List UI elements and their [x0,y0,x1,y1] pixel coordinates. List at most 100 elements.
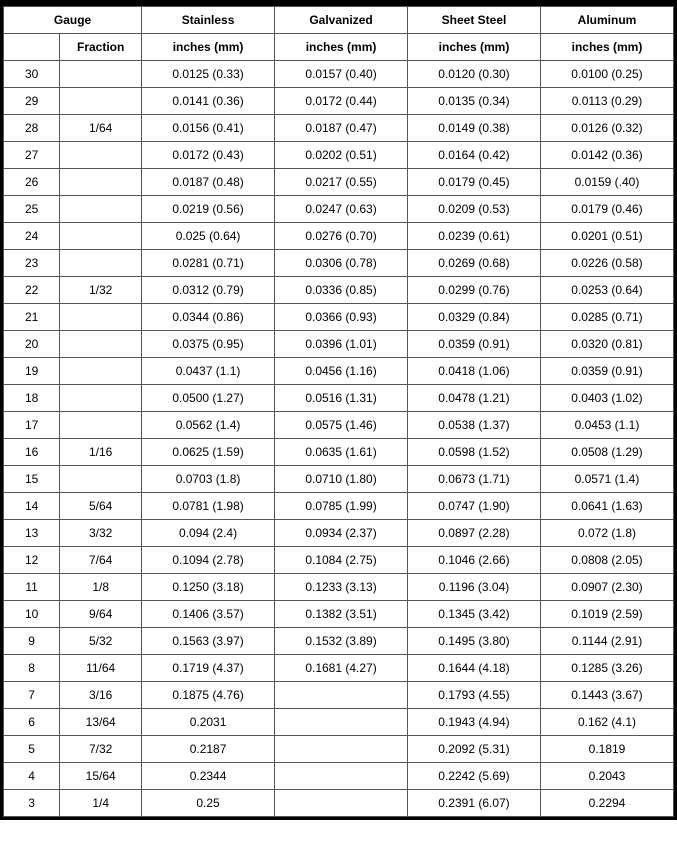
table-row: 161/160.0625 (1.59)0.0635 (1.61)0.0598 (… [4,439,674,466]
cell-stainless: 0.2187 [142,736,275,763]
table-row: 170.0562 (1.4)0.0575 (1.46)0.0538 (1.37)… [4,412,674,439]
cell-fraction [60,385,142,412]
cell-gauge: 9 [4,628,60,655]
cell-sheet_steel: 0.0299 (0.76) [408,277,541,304]
cell-fraction: 1/4 [60,790,142,817]
cell-gauge: 3 [4,790,60,817]
cell-galvanized: 0.1532 (3.89) [275,628,408,655]
cell-stainless: 0.0172 (0.43) [142,142,275,169]
cell-sheet_steel: 0.0897 (2.28) [408,520,541,547]
table-body: 300.0125 (0.33)0.0157 (0.40)0.0120 (0.30… [4,61,674,817]
cell-stainless: 0.0125 (0.33) [142,61,275,88]
cell-fraction: 7/32 [60,736,142,763]
cell-aluminum: 0.1144 (2.91) [540,628,673,655]
cell-galvanized [275,709,408,736]
cell-galvanized: 0.0396 (1.01) [275,331,408,358]
table-row: 415/640.23440.2242 (5.69)0.2043 [4,763,674,790]
cell-sheet_steel: 0.0149 (0.38) [408,115,541,142]
table-row: 260.0187 (0.48)0.0217 (0.55)0.0179 (0.45… [4,169,674,196]
cell-stainless: 0.1719 (4.37) [142,655,275,682]
cell-sheet_steel: 0.0329 (0.84) [408,304,541,331]
cell-fraction [60,169,142,196]
cell-galvanized: 0.0336 (0.85) [275,277,408,304]
cell-galvanized [275,790,408,817]
cell-fraction [60,223,142,250]
cell-galvanized: 0.1084 (2.75) [275,547,408,574]
cell-fraction: 1/32 [60,277,142,304]
cell-stainless: 0.2031 [142,709,275,736]
cell-gauge: 4 [4,763,60,790]
subheader-sheet-steel: inches (mm) [408,34,541,61]
table-row: 281/640.0156 (0.41)0.0187 (0.47)0.0149 (… [4,115,674,142]
cell-stainless: 0.0344 (0.86) [142,304,275,331]
cell-gauge: 26 [4,169,60,196]
table-row: 221/320.0312 (0.79)0.0336 (0.85)0.0299 (… [4,277,674,304]
cell-gauge: 12 [4,547,60,574]
cell-galvanized [275,763,408,790]
cell-stainless: 0.0375 (0.95) [142,331,275,358]
cell-gauge: 13 [4,520,60,547]
cell-fraction: 5/64 [60,493,142,520]
cell-galvanized: 0.0157 (0.40) [275,61,408,88]
cell-sheet_steel: 0.0239 (0.61) [408,223,541,250]
cell-galvanized: 0.0785 (1.99) [275,493,408,520]
cell-sheet_steel: 0.1644 (4.18) [408,655,541,682]
cell-aluminum: 0.1819 [540,736,673,763]
cell-stainless: 0.0219 (0.56) [142,196,275,223]
cell-sheet_steel: 0.0164 (0.42) [408,142,541,169]
cell-galvanized: 0.1382 (3.51) [275,601,408,628]
table-row: 290.0141 (0.36)0.0172 (0.44)0.0135 (0.34… [4,88,674,115]
cell-aluminum: 0.0179 (0.46) [540,196,673,223]
cell-galvanized: 0.0217 (0.55) [275,169,408,196]
cell-sheet_steel: 0.2391 (6.07) [408,790,541,817]
table-row: 73/160.1875 (4.76)0.1793 (4.55)0.1443 (3… [4,682,674,709]
cell-stainless: 0.094 (2.4) [142,520,275,547]
cell-aluminum: 0.0907 (2.30) [540,574,673,601]
cell-fraction: 3/32 [60,520,142,547]
cell-stainless: 0.0562 (1.4) [142,412,275,439]
cell-fraction: 1/8 [60,574,142,601]
cell-aluminum: 0.0142 (0.36) [540,142,673,169]
cell-aluminum: 0.0113 (0.29) [540,88,673,115]
cell-fraction: 15/64 [60,763,142,790]
cell-fraction [60,304,142,331]
cell-stainless: 0.1250 (3.18) [142,574,275,601]
cell-aluminum: 0.0359 (0.91) [540,358,673,385]
cell-stainless: 0.1094 (2.78) [142,547,275,574]
cell-fraction: 3/16 [60,682,142,709]
table-row: 150.0703 (1.8)0.0710 (1.80)0.0673 (1.71)… [4,466,674,493]
header-stainless: Stainless [142,7,275,34]
cell-sheet_steel: 0.1046 (2.66) [408,547,541,574]
table-row: 95/320.1563 (3.97)0.1532 (3.89)0.1495 (3… [4,628,674,655]
cell-aluminum: 0.0403 (1.02) [540,385,673,412]
cell-aluminum: 0.162 (4.1) [540,709,673,736]
cell-fraction [60,142,142,169]
cell-aluminum: 0.0100 (0.25) [540,61,673,88]
cell-gauge: 10 [4,601,60,628]
cell-stainless: 0.0281 (0.71) [142,250,275,277]
gauge-table-container: Gauge Stainless Galvanized Sheet Steel A… [0,0,677,820]
cell-sheet_steel: 0.1345 (3.42) [408,601,541,628]
cell-gauge: 27 [4,142,60,169]
cell-gauge: 16 [4,439,60,466]
table-row: 210.0344 (0.86)0.0366 (0.93)0.0329 (0.84… [4,304,674,331]
table-row: 111/80.1250 (3.18)0.1233 (3.13)0.1196 (3… [4,574,674,601]
cell-sheet_steel: 0.0538 (1.37) [408,412,541,439]
cell-fraction [60,61,142,88]
cell-aluminum: 0.1443 (3.67) [540,682,673,709]
cell-galvanized: 0.0202 (0.51) [275,142,408,169]
cell-gauge: 7 [4,682,60,709]
table-header: Gauge Stainless Galvanized Sheet Steel A… [4,7,674,61]
cell-stainless: 0.0312 (0.79) [142,277,275,304]
cell-gauge: 5 [4,736,60,763]
cell-aluminum: 0.2043 [540,763,673,790]
header-aluminum: Aluminum [540,7,673,34]
cell-galvanized: 0.0635 (1.61) [275,439,408,466]
table-row: 180.0500 (1.27)0.0516 (1.31)0.0478 (1.21… [4,385,674,412]
cell-sheet_steel: 0.0418 (1.06) [408,358,541,385]
cell-sheet_steel: 0.0120 (0.30) [408,61,541,88]
cell-fraction [60,358,142,385]
cell-gauge: 11 [4,574,60,601]
cell-gauge: 21 [4,304,60,331]
table-row: 240.025 (0.64)0.0276 (0.70)0.0239 (0.61)… [4,223,674,250]
